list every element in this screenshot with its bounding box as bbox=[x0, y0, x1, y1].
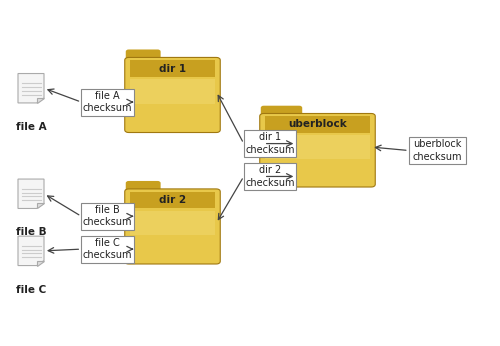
Polygon shape bbox=[18, 74, 44, 103]
Bar bbox=[265, 135, 370, 158]
Bar bbox=[244, 163, 296, 190]
Text: uberblock: uberblock bbox=[288, 119, 347, 129]
Polygon shape bbox=[36, 261, 44, 266]
Bar bbox=[244, 130, 296, 157]
Text: file C: file C bbox=[16, 284, 46, 294]
FancyBboxPatch shape bbox=[126, 49, 160, 64]
Bar bbox=[130, 79, 215, 103]
Text: dir 1: dir 1 bbox=[159, 64, 186, 74]
Text: file A: file A bbox=[16, 122, 46, 132]
Bar bbox=[81, 89, 134, 116]
Polygon shape bbox=[36, 203, 44, 208]
Text: file B
checksum: file B checksum bbox=[83, 205, 132, 227]
FancyBboxPatch shape bbox=[261, 106, 302, 120]
Bar bbox=[265, 116, 370, 133]
Bar bbox=[130, 79, 215, 128]
Bar bbox=[81, 203, 134, 230]
Text: uberblock
checksum: uberblock checksum bbox=[413, 139, 462, 162]
Bar bbox=[130, 210, 215, 235]
Text: file C
checksum: file C checksum bbox=[83, 238, 132, 260]
FancyBboxPatch shape bbox=[260, 113, 375, 187]
Bar bbox=[130, 210, 215, 260]
Text: dir 2
checksum: dir 2 checksum bbox=[245, 165, 295, 188]
Text: dir 2: dir 2 bbox=[159, 195, 186, 205]
Text: dir 1
checksum: dir 1 checksum bbox=[245, 133, 295, 155]
FancyBboxPatch shape bbox=[124, 57, 220, 133]
Bar bbox=[409, 137, 466, 164]
Polygon shape bbox=[36, 98, 44, 103]
Bar bbox=[81, 236, 134, 263]
Polygon shape bbox=[18, 236, 44, 266]
Text: file B: file B bbox=[16, 228, 46, 237]
Bar bbox=[130, 192, 215, 208]
Polygon shape bbox=[18, 179, 44, 208]
Text: file A
checksum: file A checksum bbox=[83, 91, 132, 113]
Bar bbox=[130, 60, 215, 77]
Bar bbox=[265, 135, 370, 183]
FancyBboxPatch shape bbox=[124, 189, 220, 264]
FancyBboxPatch shape bbox=[126, 181, 160, 195]
